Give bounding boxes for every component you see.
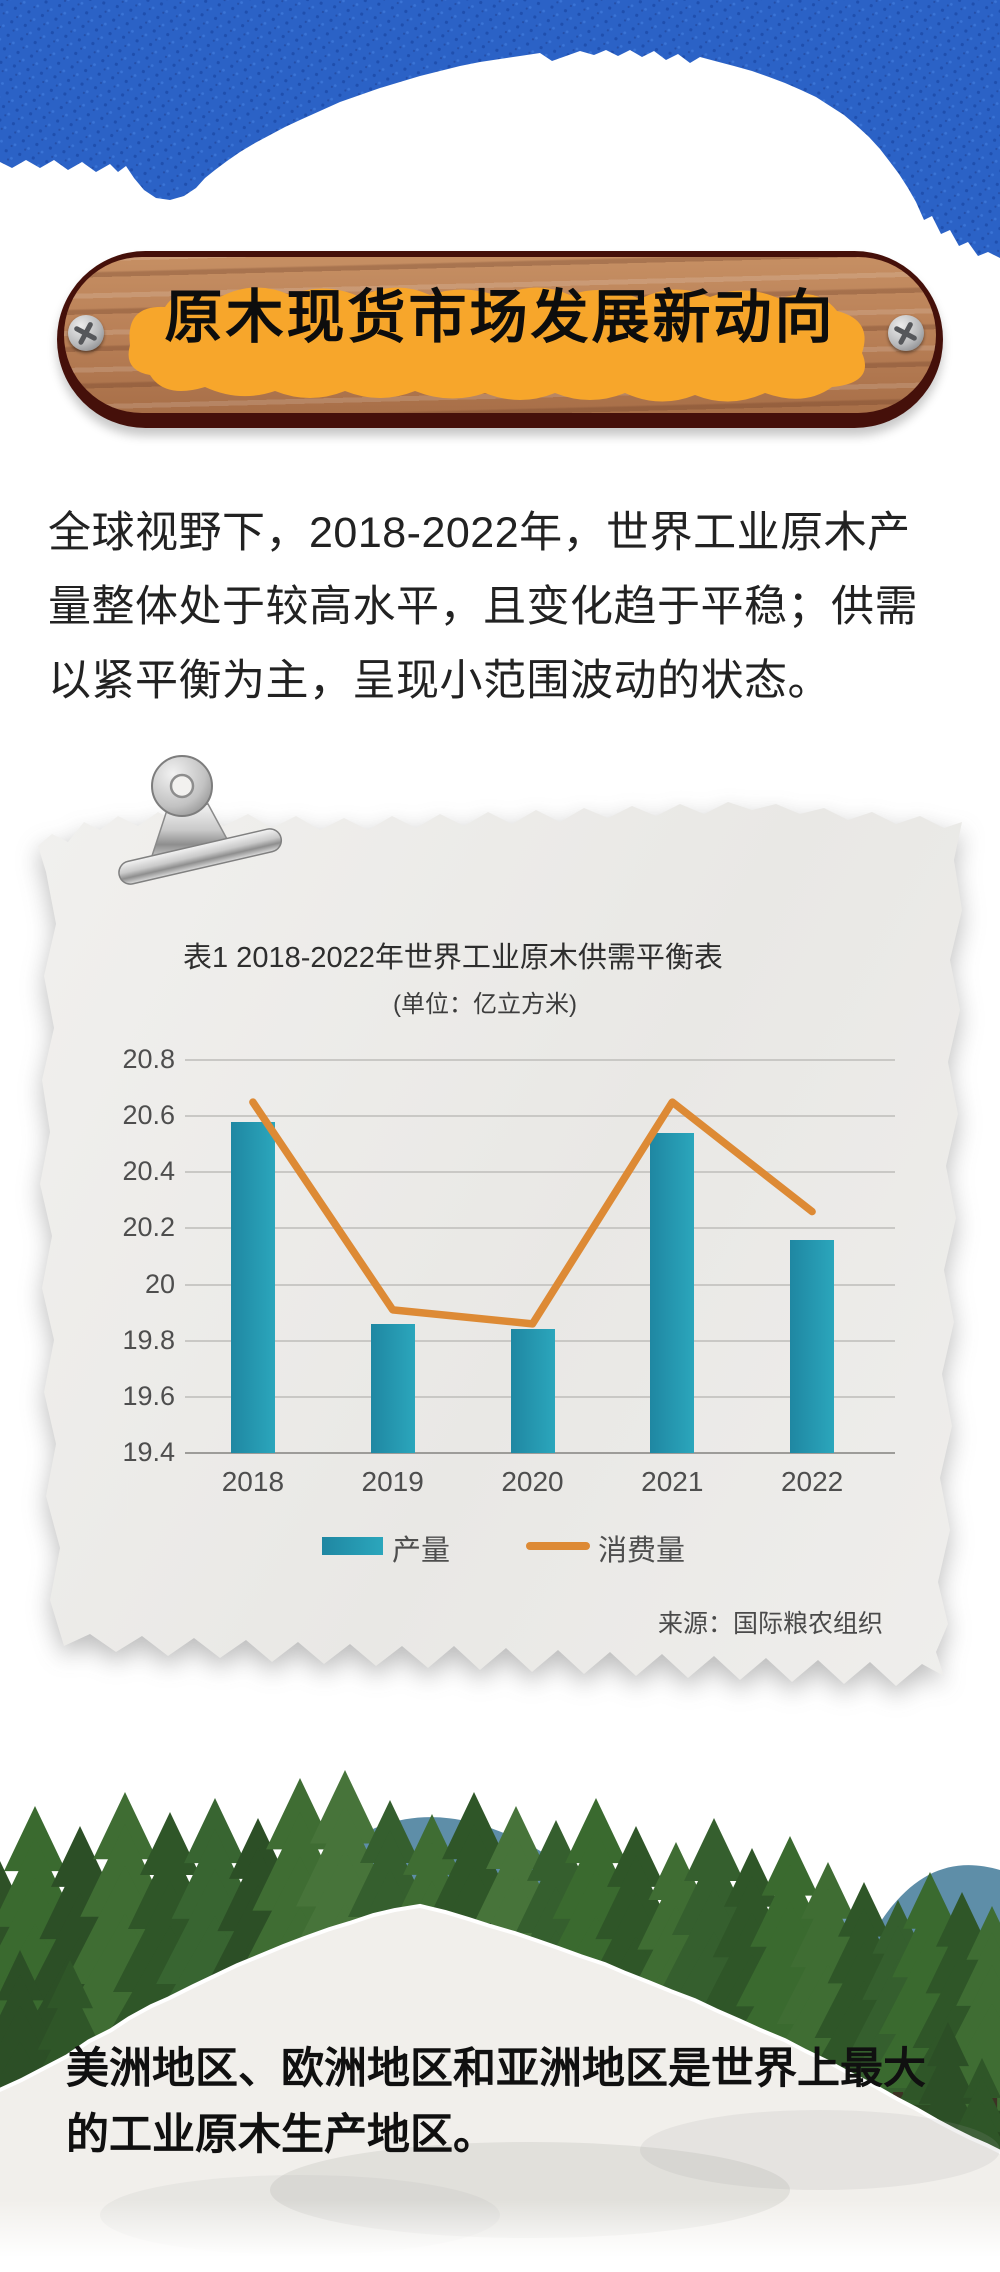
bar-2022: [790, 1239, 835, 1453]
x-axis-label-2022: 2022: [780, 1466, 844, 1497]
bar-2020: [510, 1329, 555, 1453]
x-axis-line: [185, 1452, 895, 1454]
gridline: [185, 1227, 895, 1230]
screw-icon-right: [888, 315, 924, 351]
legend-label-production: 产量: [392, 1535, 451, 1567]
intro-paragraph: 全球视野下，2018-2022年，世界工业原木产量整体处于较高水平，且变化趋于平…: [48, 509, 918, 705]
blue-paper-shape: [0, 0, 1000, 258]
x-axis-label-2019: 2019: [361, 1466, 424, 1497]
y-axis-tick-label: 19.8: [122, 1324, 175, 1355]
chart-source: 来源：国际粮农组织: [657, 1610, 883, 1638]
footer-paragraph: 美洲地区、欧洲地区和亚洲地区是世界上最大的工业原木生产地区。: [66, 2045, 926, 2159]
legend-bar-swatch: [322, 1537, 383, 1555]
legend-label-consumption: 消费量: [598, 1535, 686, 1567]
gridline: [185, 1171, 895, 1174]
y-axis-tick-label: 20.4: [122, 1156, 175, 1187]
page-title: 原木现货市场发展新动向: [164, 285, 836, 350]
chart-title: 表1 2018-2022年世界工业原木供需平衡表: [183, 942, 723, 974]
y-axis-tick-label: 20.6: [122, 1100, 175, 1131]
y-axis-tick-label: 20: [144, 1268, 175, 1299]
y-axis-tick-label: 19.6: [122, 1380, 175, 1411]
x-axis-label-2018: 2018: [221, 1466, 285, 1497]
wood-banner: 原木现货市场发展新动向: [57, 251, 943, 428]
binder-clip-icon: [118, 755, 283, 885]
gridline: [185, 1059, 895, 1061]
gridline: [185, 1115, 895, 1118]
bar-2019: [370, 1323, 415, 1453]
screw-icon-left: [68, 315, 104, 351]
bar-2021: [650, 1132, 695, 1453]
gridline: [185, 1283, 895, 1286]
x-axis-label-2020: 2020: [501, 1466, 564, 1497]
x-axis-label-2021: 2021: [641, 1466, 704, 1497]
torn-paper-shape: [0, 1903, 1000, 2272]
bottom-paper: [0, 1903, 1000, 2272]
bar-2018: [230, 1121, 275, 1453]
top-torn-paper: [0, 0, 1000, 258]
y-axis-tick-label: 19.4: [122, 1437, 175, 1467]
y-axis-tick-label: 20.2: [122, 1212, 175, 1243]
legend-line-swatch: [526, 1542, 590, 1550]
chart-unit-label: (单位：亿立方米): [393, 991, 577, 1018]
y-axis-tick-label: 20.8: [122, 1044, 175, 1074]
title-highlight-blob: [128, 287, 866, 402]
